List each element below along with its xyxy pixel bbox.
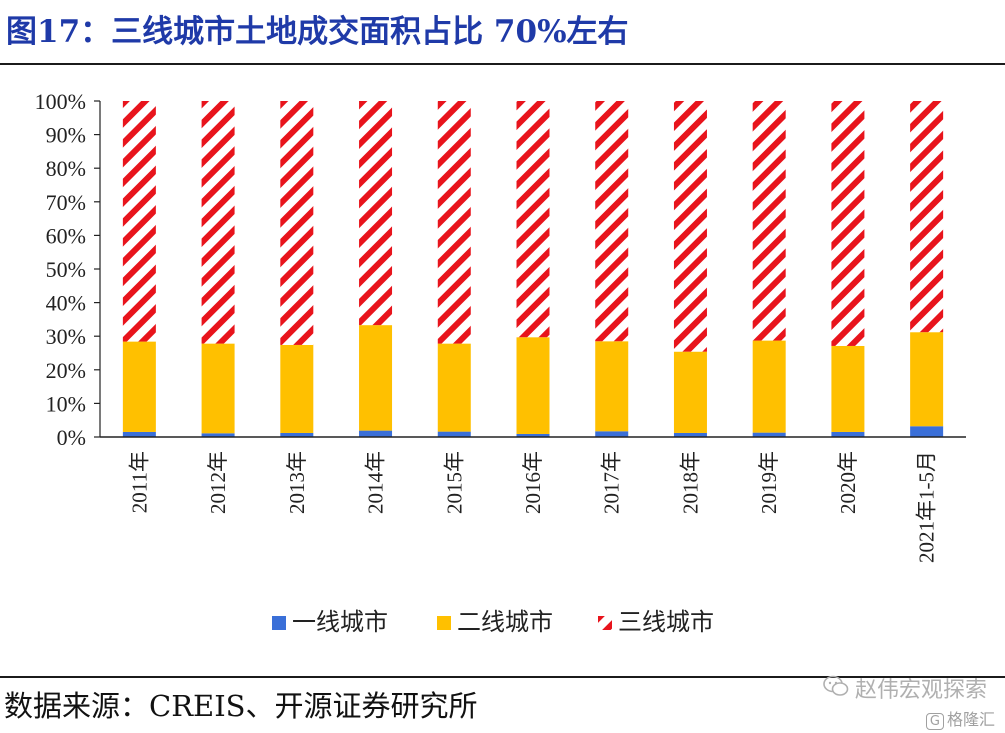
legend: 一线城市 二线城市 三线城市 [272,608,714,636]
bar-tier2 [752,340,786,433]
bar-tier1 [595,431,629,437]
y-tick-label: 80% [46,156,86,181]
bar-tier3 [280,101,314,345]
legend-label: 二线城市 [457,608,553,636]
x-tick-label: 2015年 [442,451,466,514]
bar-tier2 [516,337,550,434]
brand-name: 格隆汇 [946,710,995,729]
bar-tier2 [122,341,156,432]
x-tick-label: 2020年 [836,451,860,514]
bar-tier2 [201,343,235,434]
x-tick-label: 2011年 [127,451,151,513]
bar-tier1 [910,426,944,437]
bottom-divider [0,676,1005,678]
figure-title: 图17：三线城市土地成交面积占比 70%左右 [6,14,629,50]
legend-swatch [437,616,451,630]
x-tick-label: 2017年 [600,451,624,514]
bar-tier3 [122,101,156,342]
y-axis: 0% 10% 20% 30% 40% 50% 60% 70% 80% 90% 100% [35,89,101,450]
y-tick-label: 20% [46,358,86,383]
bar-tier1 [280,432,314,437]
bar-tier2 [673,351,707,433]
gelonghui-logo-icon: G [925,713,944,730]
bar-tier2 [280,344,314,433]
bar-tier1 [831,431,865,437]
y-tick-label: 40% [46,291,86,316]
watermark-account: 赵伟宏观探索 [854,678,987,703]
y-tick-label: 90% [46,123,86,148]
bar-tier3 [516,101,550,338]
bar-tier1 [359,430,393,437]
bar-tier1 [673,432,707,437]
x-tick-label: 2013年 [285,451,309,514]
legend-label: 三线城市 [618,608,714,636]
y-tick-label: 100% [35,89,86,114]
x-tick-label: 2019年 [757,451,781,514]
bar-tier2 [595,341,629,432]
bars [122,101,944,437]
y-tick-label: 60% [46,223,86,248]
bar-tier1 [752,432,786,437]
bar-tier1 [201,433,235,437]
stacked-bar-chart: 0%10%20%30%40%50%60%70%80%90%100% 2011年 2… [35,89,966,636]
bar-tier3 [831,101,865,346]
legend-swatch [598,616,612,630]
wechat-icon [823,675,849,703]
bar-tier2 [437,343,471,432]
x-tick-label: 2014年 [364,451,388,514]
y-tick-label: 50% [46,257,86,282]
legend-label: 一线城市 [292,608,388,636]
x-tick-label: 2016年 [521,451,545,514]
y-tick-label: 10% [46,391,86,416]
y-tick-label: 30% [46,324,86,349]
bar-tier3 [910,101,944,333]
bar-tier3 [673,101,707,352]
top-divider [0,63,1005,65]
y-tick-label: 0% [57,425,86,450]
x-tick-label: 2021年1-5月 [915,451,939,563]
bar-tier3 [201,101,235,344]
brand-watermark: G 格隆汇 [925,706,995,730]
watermark: 赵伟宏观探索 [823,672,987,704]
legend-swatch [272,616,286,630]
bar-tier1 [437,431,471,437]
bar-tier1 [122,431,156,437]
bar-tier2 [910,332,944,427]
x-axis: 2011年 2012年 2013年 2014年 2015年 2016年 2017年 2018年… [100,436,966,563]
source-note: 数据来源：CREIS、开源证券研究所 [4,689,478,723]
bar-tier3 [437,101,471,344]
x-tick-label: 2018年 [678,451,702,514]
x-tick-label: 2012年 [206,451,230,514]
bar-tier3 [595,101,629,342]
bar-tier2 [831,345,865,432]
y-tick-label: 70% [46,190,86,215]
bar-tier1 [516,433,550,437]
bar-tier3 [752,101,786,341]
bar-tier3 [359,101,393,326]
bar-tier2 [359,325,393,431]
